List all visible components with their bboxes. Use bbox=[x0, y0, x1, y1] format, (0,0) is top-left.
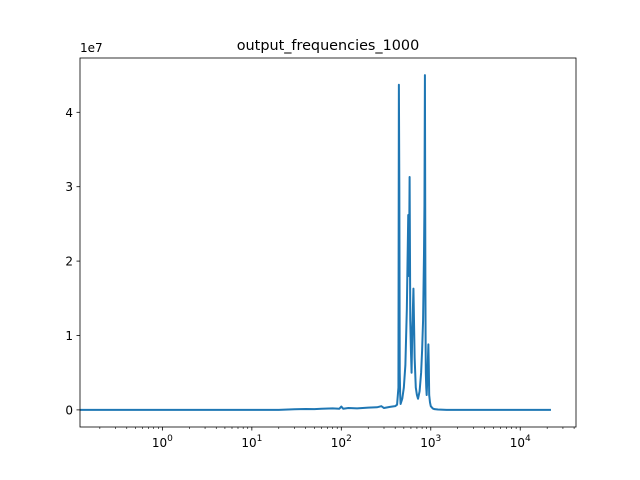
y-offset-label: 1e7 bbox=[80, 41, 103, 55]
y-tick-label: 1 bbox=[65, 329, 73, 343]
x-tick-label: 101 bbox=[241, 434, 262, 450]
axes-frame bbox=[79, 57, 577, 428]
x-tick-label: 103 bbox=[420, 434, 441, 450]
x-tick-label: 104 bbox=[510, 434, 531, 450]
x-tick-label: 102 bbox=[331, 434, 352, 450]
y-tick-label: 2 bbox=[65, 255, 73, 269]
y-tick-label: 3 bbox=[65, 180, 73, 194]
series-line bbox=[80, 74, 551, 411]
x-tick-label: 100 bbox=[152, 434, 173, 450]
y-tick-label: 0 bbox=[65, 403, 73, 417]
y-tick-label: 4 bbox=[65, 106, 73, 120]
plot-area: 0 1 2 3 4 100 101 102 103 104 bbox=[65, 57, 577, 450]
chart-title: output_frequencies_1000 bbox=[237, 38, 420, 54]
